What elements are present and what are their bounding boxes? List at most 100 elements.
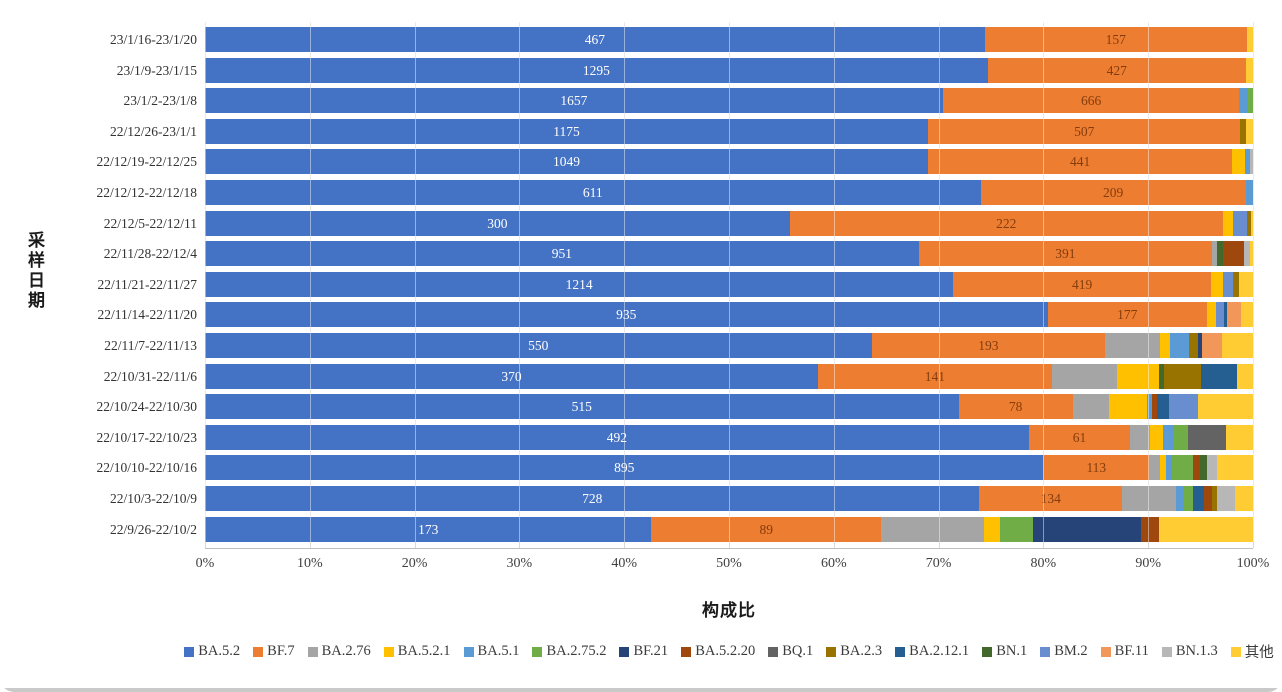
bar-segment-其他 [1198, 394, 1253, 420]
legend-label: BF.21 [633, 643, 669, 659]
bar-row: 173 89 [205, 516, 1253, 542]
bar-segment-BF.11 [1226, 302, 1242, 328]
bar-segment-BA.2.75.2 [1171, 455, 1194, 481]
bar-segment-BA.5.2: 300 [205, 210, 790, 236]
bar-segment-BA.5.1 [1165, 455, 1172, 481]
bar-segment-BA.5.1 [1244, 149, 1250, 175]
bar-segment-BA.2.3 [1163, 363, 1201, 389]
bar-value-label: 157 [1105, 32, 1126, 47]
gridline-overlay [309, 22, 311, 542]
bar-value-label: 193 [978, 338, 999, 353]
y-axis-labels: 23/1/16-23/1/20 23/1/9-23/1/15 23/1/2-23/1… [0, 22, 198, 548]
bar-segment-BA.5.2.20 [1152, 394, 1157, 420]
legend-item-其他: 其他 [1230, 641, 1274, 662]
bar-segment-BF.7: 222 [789, 210, 1223, 236]
chart-legend: BA.5.2 BF.7 BA.2.76 BA.5.2.1 BA.5.1 BA.2.75.2… [184, 641, 1274, 662]
bar-value-label: 1657 [560, 93, 588, 109]
bar-segment-BA.5.1 [1147, 394, 1153, 420]
bar-segment-BA.5.2.20 [1140, 516, 1159, 542]
bar-segment-BA.5.2.1 [1206, 302, 1217, 328]
bar-segment-BF.7: 89 [651, 516, 881, 542]
bar-row: 550 193 [205, 333, 1253, 358]
bar-row: 515 78 [205, 394, 1253, 420]
y-axis-label: 22/11/28-22/12/4 [103, 246, 197, 262]
bar-value-label: 419 [1072, 276, 1093, 292]
x-axis-tick-label: 20% [401, 556, 428, 571]
bar-value-label: 89 [759, 521, 773, 537]
legend-label: BA.5.2 [198, 643, 241, 659]
bar-segment-其他 [1246, 27, 1253, 52]
bar-segment-BA.5.2.1 [1159, 455, 1166, 481]
y-axis-label: 22/10/3-22/10/9 [110, 491, 197, 506]
bar-segment-其他 [1225, 424, 1253, 450]
bar-segment-BF.7: 134 [979, 486, 1122, 511]
bar-segment-其他 [1245, 118, 1253, 144]
bar-segment-BA.2.12.1 [1193, 486, 1204, 511]
gridline-overlay [624, 22, 626, 542]
legend-item-BA.5.2: BA.5.2 [184, 643, 240, 660]
y-axis-label: 22/11/14-22/11/20 [97, 307, 198, 323]
bottom-edge-strip [0, 688, 1282, 692]
legend-label: BN.1 [996, 643, 1028, 659]
y-axis-label: 22/10/31-22/11/6 [103, 368, 197, 384]
legend-swatch-icon [253, 646, 264, 657]
legend-label: BN.1.3 [1175, 643, 1218, 659]
bar-value-label: 209 [1102, 185, 1124, 200]
bar-segment-BA.2.76 [1149, 455, 1160, 481]
bar-segment-BA.5.2: 1657 [205, 88, 943, 114]
gridline-overlay [729, 22, 730, 542]
x-axis-title: 构成比 [702, 601, 756, 620]
y-axis-label: 22/12/12-22/12/18 [96, 185, 198, 200]
bar-segment-BA.5.2: 611 [205, 180, 981, 205]
y-axis-label: 22/10/17-22/10/23 [96, 429, 198, 445]
y-axis-label: 22/12/26-23/1/1 [110, 123, 197, 139]
bar-value-label: 141 [924, 368, 946, 384]
bar-value-label: 427 [1106, 62, 1127, 78]
legend-label: BA.2.76 [321, 643, 371, 659]
bar-row: 370 141 [205, 363, 1253, 389]
legend-swatch-icon [1230, 646, 1241, 657]
legend-item-BF.7: BF.7 [253, 643, 295, 660]
legend-swatch-icon [826, 646, 837, 657]
legend-label: 其他 [1244, 645, 1274, 661]
gridline-overlay [938, 22, 940, 542]
x-axis-tick-label: 10% [296, 556, 323, 571]
legend-item-BF.21: BF.21 [619, 643, 668, 660]
bar-segment-BA.5.2: 1295 [205, 57, 988, 83]
legend-label: BF.11 [1114, 643, 1149, 659]
bar-segment-BA.5.2: 515 [205, 394, 959, 420]
legend-label: BA.5.2.1 [397, 643, 451, 659]
bar-value-label: 370 [501, 368, 522, 384]
bar-segment-BF.7: 427 [987, 57, 1246, 83]
legend-swatch-icon [463, 646, 474, 657]
gridline-overlay [1253, 22, 1254, 542]
bar-row: 951 391 [205, 241, 1253, 267]
bar-value-label: 951 [551, 246, 572, 262]
x-axis-tick-label: 90% [1135, 556, 1162, 571]
bar-segment-BA.5.2.1 [1159, 333, 1171, 358]
bar-segment-BF.11 [1201, 333, 1222, 358]
bar-segment-BA.5.1 [1176, 486, 1183, 511]
bar-segment-BA.5.2.1 [1150, 424, 1163, 450]
y-axis-label: 22/9/26-22/10/2 [110, 521, 197, 537]
bar-segment-BA.5.2: 550 [205, 333, 872, 358]
legend-swatch-icon [184, 646, 195, 657]
bar-segment-BF.7: 507 [928, 118, 1241, 144]
bar-segment-BA.5.2: 492 [205, 424, 1029, 450]
bar-segment-BA.5.1 [1162, 424, 1175, 450]
bar-segment-其他 [1221, 333, 1253, 358]
bar-segment-BA.2.3 [1212, 486, 1218, 511]
bar-row: 1175 507 [205, 118, 1253, 144]
legend-swatch-icon [307, 646, 318, 657]
bar-segment-BM.2 [1169, 394, 1199, 420]
gridline-overlay [519, 22, 521, 542]
y-axis-label: 22/10/24-22/10/30 [96, 399, 198, 415]
gridline-overlay [205, 22, 206, 542]
legend-swatch-icon [1100, 646, 1111, 657]
x-axis-tick-label: 60% [820, 556, 847, 571]
bar-segment-BF.7: 78 [958, 394, 1073, 420]
bar-value-label: 935 [616, 307, 637, 323]
y-axis-label: 22/12/19-22/12/25 [96, 154, 198, 170]
bar-segment-BA.5.2: 728 [205, 486, 980, 511]
bar-segment-BA.2.76 [1051, 363, 1117, 389]
